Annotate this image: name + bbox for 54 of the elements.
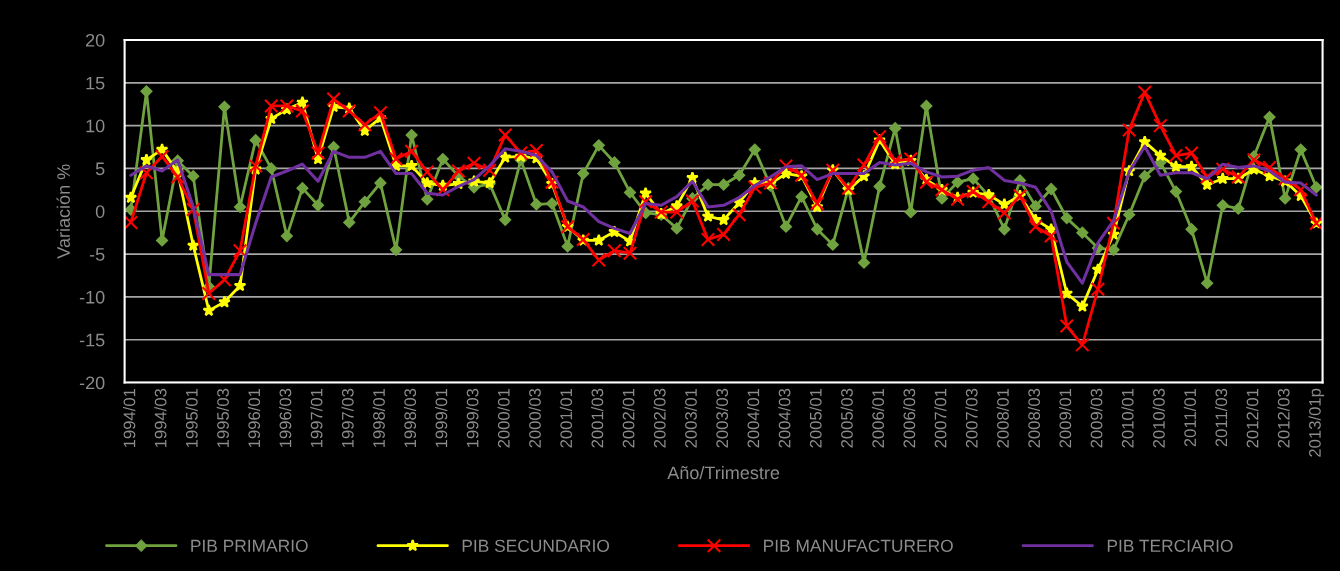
y-tick-label: -15 [79,333,105,347]
y-tick-label: -20 [79,376,105,390]
legend-label: PIB SECUNDARIO [462,539,610,552]
y-tick-label: 10 [86,119,105,133]
x-tick-label: 2008/03 [1027,388,1041,448]
x-tick-label: 2002/03 [653,388,666,448]
x-tick-label: 1995/01 [185,388,198,448]
x-tick-label: 1998/01 [372,388,385,448]
x-tick-label: 2009/01 [1059,388,1072,448]
x-tick-label: 2007/01 [934,388,947,448]
x-tick-label: 2008/01 [996,388,1009,448]
x-tick-label: 2004/03 [778,388,791,448]
y-axis-title: Variación % [56,164,70,259]
x-tick-label: 2011/03 [1214,388,1228,447]
x-tick-label: 2005/03 [840,388,853,448]
x-tick-label: 2005/01 [809,388,822,448]
legend-label: PIB PRIMARIO [191,539,308,552]
x-tick-label: 2004/01 [747,388,760,448]
x-tick-label: 2010/01 [1121,388,1134,448]
x-tick-label: 1999/03 [466,388,479,448]
x-tick-label: 1998/03 [403,388,417,448]
x-tick-label: 1994/01 [123,388,136,448]
legend-label: PIB TERCIARIO [1107,539,1233,552]
legend-label: PIB MANUFACTURERO [764,539,953,552]
x-tick-label: 1997/03 [341,388,354,448]
y-tick-label: 15 [86,76,105,90]
x-tick-label: 2006/01 [871,388,885,448]
x-tick-label: 2011/01 [1183,388,1197,447]
y-tick-label: -5 [89,248,105,261]
x-tick-label: 1994/03 [154,388,167,448]
x-tick-label: 2013/01p [1308,388,1325,457]
x-axis-title: Año/Trimestre [667,465,780,480]
x-tick-label: 1996/01 [247,388,261,448]
x-tick-label: 2000/01 [497,388,510,448]
x-tick-label: 2012/03 [1277,388,1290,448]
x-tick-label: 2001/01 [559,388,573,448]
y-tick-label: 20 [86,33,105,47]
x-tick-label: 1996/03 [279,388,292,448]
x-tick-label: 2003/03 [715,388,729,448]
x-tick-label: 1995/03 [216,388,229,448]
x-tick-label: 2009/03 [1090,388,1103,448]
y-tick-label: -10 [79,290,105,304]
x-tick-label: 2012/01 [1246,388,1259,448]
x-tick-label: 2002/01 [622,388,635,448]
x-tick-label: 1999/01 [435,388,448,448]
y-tick-label: 0 [95,205,105,218]
x-tick-label: 2001/03 [591,388,604,448]
x-tick-label: 2007/03 [965,388,978,448]
x-tick-label: 2010/03 [1152,388,1165,448]
y-tick-label: 5 [95,162,105,176]
x-tick-label: 2006/03 [903,388,916,448]
x-tick-label: 2000/03 [528,388,541,448]
x-tick-label: 1997/01 [310,388,323,448]
x-tick-label: 2003/01 [684,388,697,448]
